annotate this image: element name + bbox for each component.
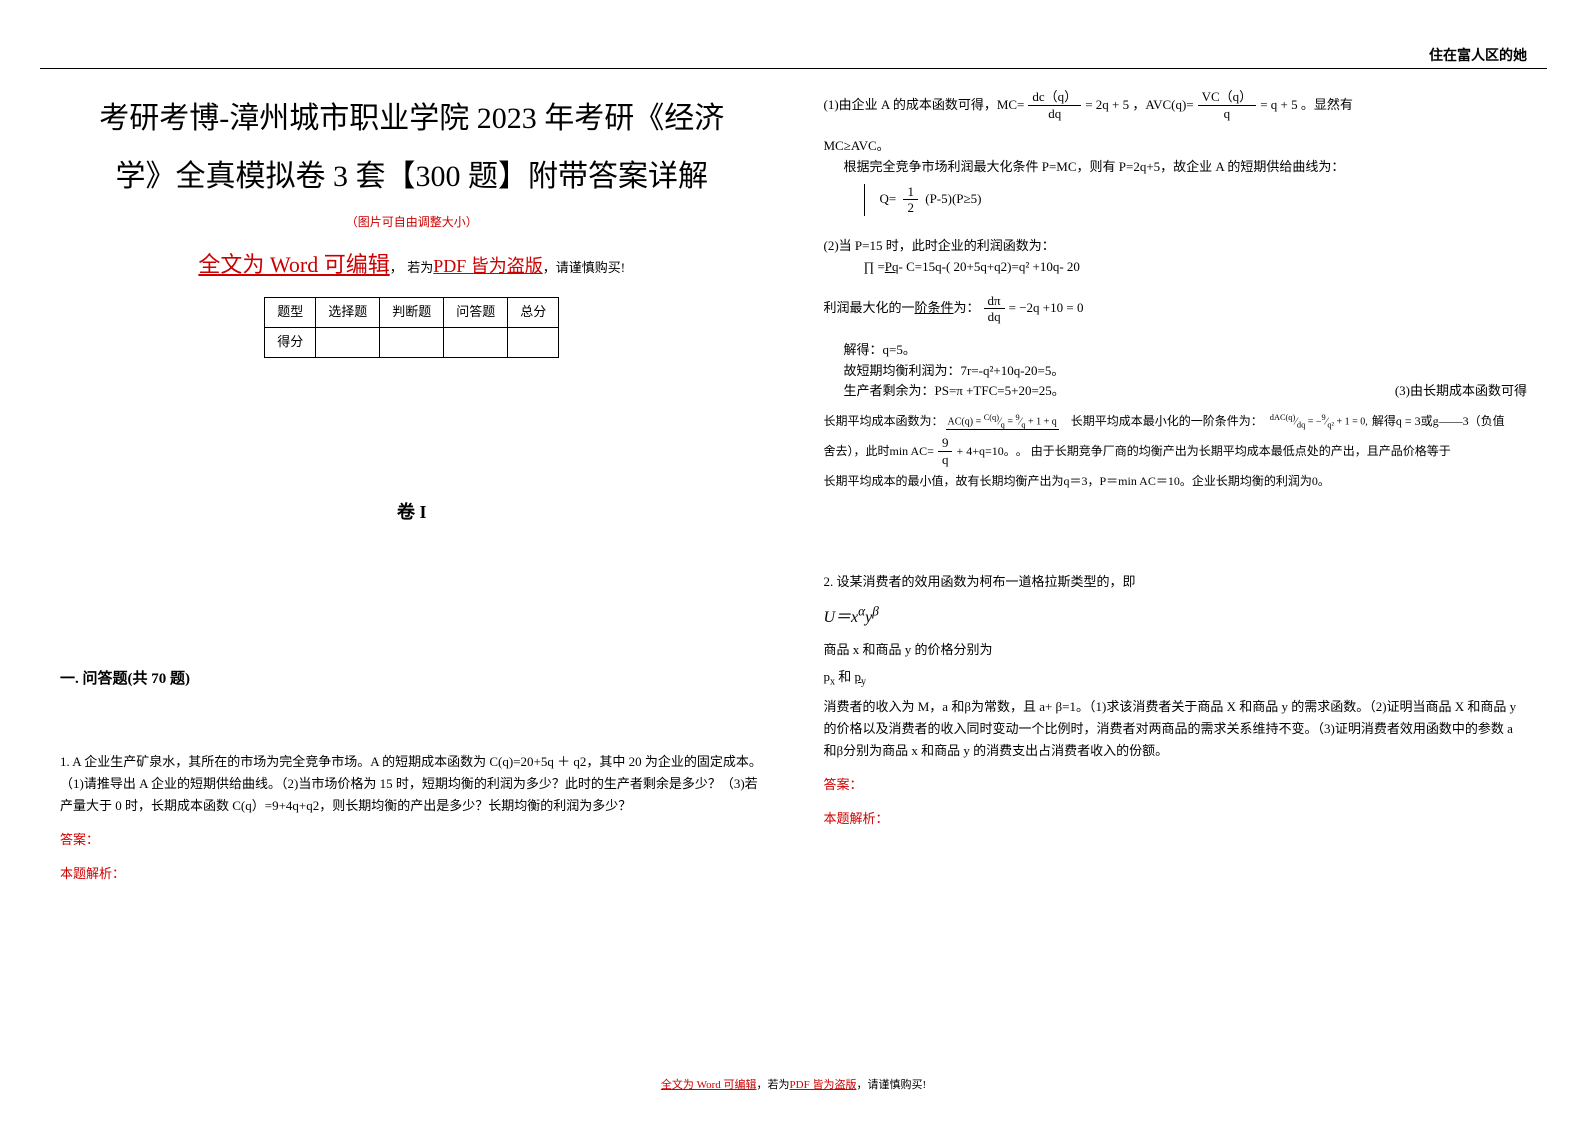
content-wrapper: 考研考博-漳州城市职业学院 2023 年考研《经济 学》全真模拟卷 3 套【30…: [40, 75, 1547, 1062]
mc-avc-line: MC≥AVC。: [824, 136, 1528, 157]
question-1: 1. A 企业生产矿泉水，其所在的市场为完全竞争市场。A 的短期成本函数为 C(…: [60, 751, 764, 885]
comma-text: ，: [390, 260, 403, 275]
q2-analysis-label: 本题解析：: [824, 808, 1528, 830]
table-header-row: 题型 选择题 判断题 问答题 总分: [265, 298, 559, 328]
part2-line1: (2)当 P=15 时，此时企业的利润函数为：: [824, 236, 1528, 257]
pi-formula: ∏ =Pq- C=15q-( 20+5q+q2)=q² +10q- 20: [824, 257, 1528, 278]
supply-formula: Q= 1 2 (P-5)(P≥5): [824, 184, 1528, 216]
lr-last-line: 长期平均成本的最小值，故有长期均衡产出为q＝3，P＝min AC＝10。企业长期…: [824, 472, 1528, 491]
minac-prefix: 舍去），此时min AC=: [824, 442, 934, 461]
pdf-prefix: 若为: [407, 260, 433, 275]
frac-num: dπ: [984, 293, 1005, 310]
footer-suffix: ，请谨慎购买!: [856, 1079, 926, 1091]
frac-den: q: [938, 452, 953, 468]
frac-num: 1: [903, 184, 918, 201]
left-column: 考研考博-漳州城市职业学院 2023 年考研《经济 学》全真模拟卷 3 套【30…: [40, 75, 794, 1062]
td-empty: [380, 328, 444, 358]
th-type: 题型: [265, 298, 316, 328]
table-score-row: 得分: [265, 328, 559, 358]
frac-num: VC（q）: [1198, 89, 1257, 106]
lr-mid: 长期平均成本最小化的一阶条件为：: [1071, 412, 1263, 431]
frac-num: dc（q）: [1028, 89, 1081, 106]
frac-num: AC(q) = C(q)⁄q = 9⁄q + 1 + q: [946, 413, 1059, 430]
supply-prefix: Q=: [880, 191, 897, 206]
ps-text: 生产者剩余为：PS=π +TFC=5+20=25。: [844, 383, 1065, 398]
sol-line1-suffix: = q + 5 。显然有: [1260, 95, 1353, 116]
score-table: 题型 选择题 判断题 问答题 总分 得分: [264, 297, 559, 358]
footer-word: 全文为 Word 可编辑: [661, 1079, 757, 1091]
th-total: 总分: [508, 298, 559, 328]
sol-line1-prefix: (1)由企业 A 的成本函数可得，MC=: [824, 95, 1025, 116]
sol-line1: (1)由企业 A 的成本函数可得，MC= dc（q） dq = 2q + 5 ，…: [824, 89, 1528, 121]
frac-den: q: [1220, 106, 1235, 122]
td-score-label: 得分: [265, 328, 316, 358]
px-py-line: px 和 py: [824, 666, 1528, 691]
th-judge: 判断题: [380, 298, 444, 328]
utility-text: U＝xαyβ: [824, 609, 879, 626]
frac-dpi: dπ dq: [984, 293, 1005, 325]
sol-line1-mid: = 2q + 5 ，AVC(q)=: [1085, 95, 1193, 116]
lr-ac-line: 长期平均成本函数为： AC(q) = C(q)⁄q = 9⁄q + 1 + q …: [824, 412, 1528, 431]
paper-number: 卷 I: [60, 498, 764, 527]
pi-text: ∏ =Pq- C=15q-( 20+5q+q2)=q² +10q- 20: [864, 259, 1080, 274]
pdf-pirate-text: PDF 皆为盗版: [433, 256, 543, 276]
solve-q5: 解得：q=5。: [824, 340, 1528, 361]
lr-solve: 解得q = 3或g——3（负值: [1372, 412, 1505, 431]
supply-bracket: Q= 1 2 (P-5)(P≥5): [864, 184, 982, 216]
supply-suffix: (P-5)(P≥5): [925, 191, 981, 206]
frac-num: 9: [938, 435, 953, 452]
minac-line: 舍去），此时min AC= 9 q + 4+q=10。 。 由于长期竞争厂商的均…: [824, 435, 1528, 467]
profit-line: 故短期均衡利润为：7r=-q²+10q-20=5。: [824, 361, 1528, 382]
main-title-line1: 考研考博-漳州城市职业学院 2023 年考研《经济: [60, 95, 764, 143]
frac-lrac: AC(q) = C(q)⁄q = 9⁄q + 1 + q: [946, 413, 1059, 430]
q1-answer-label: 答案：: [60, 829, 764, 851]
header-author: 住在富人区的她: [1429, 45, 1527, 65]
max-condition: 利润最大化的一阶条件为： dπ dq = −2q +10 = 0: [824, 293, 1528, 325]
q2-answer-label: 答案：: [824, 774, 1528, 796]
caution-text: ，请谨慎购买!: [543, 260, 625, 275]
word-editable-text: 全文为 Word 可编辑: [198, 252, 389, 277]
td-empty: [444, 328, 508, 358]
edit-note: 全文为 Word 可编辑， 若为PDF 皆为盗版，请谨慎购买!: [60, 247, 764, 282]
frac-dac: dAC(q)⁄dq = −9⁄q² + 1 = 0,: [1268, 413, 1370, 429]
td-empty: [316, 328, 380, 358]
utility-function: U＝xαyβ: [824, 601, 1528, 632]
lr-prefix: 长期平均成本函数为：: [824, 412, 944, 431]
frac-den: 2: [903, 200, 918, 216]
part3-label: (3)由长期成本函数可得: [1395, 381, 1527, 402]
q1-analysis-label: 本题解析：: [60, 863, 764, 885]
question-2: 2. 设某消费者的效用函数为柯布一道格拉斯类型的，即 U＝xαyβ 商品 x 和…: [824, 571, 1528, 831]
th-choice: 选择题: [316, 298, 380, 328]
footer-pdf: PDF 皆为盗版: [790, 1079, 857, 1091]
frac-half: 1 2: [903, 184, 918, 216]
q2-title: 2. 设某消费者的效用函数为柯布一道格拉斯类型的，即: [824, 571, 1528, 593]
frac-den: dq: [1044, 106, 1065, 122]
minac-suffix: 。 由于长期竞争厂商的均衡产出为长期平均成本最低点处的产出，且产品价格等于: [1016, 442, 1451, 461]
max-prefix: 利润最大化的一: [824, 298, 915, 319]
q1-text: 1. A 企业生产矿泉水，其所在的市场为完全竞争市场。A 的短期成本函数为 C(…: [60, 751, 764, 817]
dac-text: dAC(q)⁄dq = −9⁄q² + 1 = 0,: [1268, 413, 1370, 429]
td-empty: [508, 328, 559, 358]
frac-avc: VC（q） q: [1198, 89, 1257, 121]
price-line: 商品 x 和商品 y 的价格分别为: [824, 639, 1528, 661]
sol-line2: 根据完全竞争市场利润最大化条件 P=MC，则有 P=2q+5，故企业 A 的短期…: [824, 157, 1528, 178]
footer-note: 全文为 Word 可编辑，若为PDF 皆为盗版，请谨慎购买!: [0, 1076, 1587, 1092]
section-qa-title: 一. 问答题(共 70 题): [60, 667, 764, 691]
ps-line: 生产者剩余为：PS=π +TFC=5+20=25。 (3)由长期成本函数可得: [824, 381, 1528, 402]
frac-den: dq: [984, 309, 1005, 325]
frac-9q: 9 q: [938, 435, 953, 467]
px-py-text: px 和 py: [824, 669, 867, 684]
right-column: (1)由企业 A 的成本函数可得，MC= dc（q） dq = 2q + 5 ，…: [794, 75, 1548, 1062]
top-divider: [40, 68, 1547, 69]
footer-mid: ，若为: [757, 1079, 790, 1091]
max-underline: 阶条件: [915, 298, 954, 319]
main-title-line2: 学》全真模拟卷 3 套【300 题】附带答案详解: [60, 153, 764, 201]
th-qa: 问答题: [444, 298, 508, 328]
frac-mc: dc（q） dq: [1028, 89, 1081, 121]
max-mid: 为：: [954, 298, 980, 319]
image-resize-note: （图片可自由调整大小）: [60, 213, 764, 232]
minac-plus: + 4+q=10。: [956, 442, 1015, 461]
max-suffix: = −2q +10 = 0: [1009, 298, 1084, 319]
q2-text: 消费者的收入为 M，a 和β为常数，且 a+ β=1。（1)求该消费者关于商品 …: [824, 696, 1528, 762]
